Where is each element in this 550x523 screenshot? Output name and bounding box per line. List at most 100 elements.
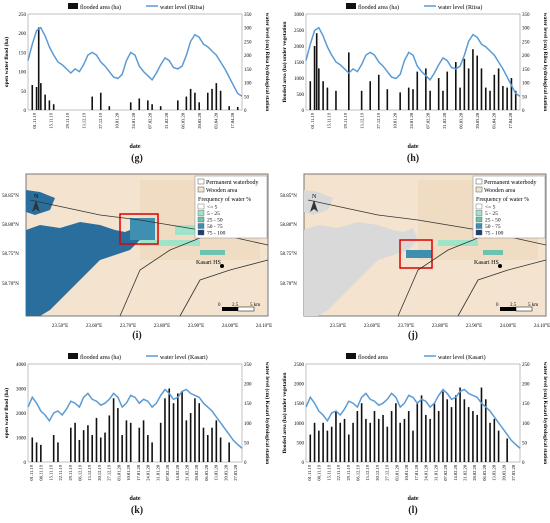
- lon-ticks: 23.50°E 23.60°E 23.70°E 23.80°E 23.90°E 24.00…: [52, 324, 272, 329]
- legend-swatch: [197, 178, 205, 185]
- scale-label: 0: [496, 303, 499, 308]
- panel-label-i: (i): [132, 330, 142, 341]
- lon-tick: 23.90°E: [188, 324, 204, 329]
- x-tick-label: 03.01.20: [116, 464, 121, 481]
- bar: [416, 403, 419, 462]
- bar: [510, 78, 513, 110]
- y2-tick-label: 200: [244, 383, 252, 388]
- flood-patch: [200, 250, 225, 255]
- scale-bar: [515, 306, 533, 312]
- lat-tick: 58.80°N: [2, 223, 19, 228]
- bar: [31, 85, 34, 110]
- bar: [74, 422, 76, 462]
- panel-label-g: (g): [131, 153, 143, 164]
- bar: [335, 90, 337, 110]
- bar: [112, 398, 115, 462]
- x-tick-label: 07.02.20: [425, 112, 430, 129]
- bar: [82, 430, 85, 462]
- x-tick-label: 29.11.19: [65, 112, 70, 128]
- legend-class-label: <= 5: [207, 205, 218, 211]
- bar: [121, 435, 123, 462]
- panel-label-h: (h): [406, 153, 420, 164]
- chart-panel-k: flooded area (ha) water level (Kasari) 0 10…: [0, 350, 272, 502]
- bar: [407, 87, 410, 110]
- bar: [403, 418, 406, 462]
- x-axis-label: date: [130, 144, 141, 150]
- scale-bar: [222, 307, 238, 311]
- x-tick-label: 03.01.20: [394, 464, 399, 481]
- legend-class-label: 5 - 25: [207, 211, 220, 217]
- y-tick-label: 0: [24, 109, 27, 114]
- bar: [360, 403, 363, 462]
- legend-class-label: 50 - 75: [207, 224, 223, 230]
- bar: [313, 422, 316, 462]
- bar: [318, 430, 320, 462]
- bar: [219, 90, 222, 110]
- bar: [322, 81, 324, 110]
- legend-wooden: Wooden area: [484, 188, 516, 194]
- x-tick-label: 01.11.19: [310, 112, 315, 128]
- bar: [343, 418, 346, 462]
- bar: [493, 418, 496, 462]
- lat-tick: 58.70°N: [280, 282, 297, 287]
- bar: [407, 411, 410, 462]
- legend-class-label: <= 5: [485, 205, 496, 211]
- legend-class-swatch: [475, 216, 483, 223]
- x-tick-label: 13.03.20: [214, 464, 219, 481]
- bar: [194, 398, 196, 462]
- x-tick-label: 22.11.19: [58, 464, 63, 480]
- bar: [57, 442, 59, 462]
- bar: [147, 100, 149, 110]
- station-label: Kasari HS: [196, 260, 221, 266]
- lon-tick: 23.60°E: [86, 324, 102, 329]
- station-label: Kasari HS: [474, 260, 499, 266]
- legend-bar-label: flooded area (ha): [80, 4, 121, 11]
- bar: [228, 106, 230, 110]
- bar: [211, 427, 213, 462]
- legend-class-swatch: [475, 210, 483, 216]
- bar: [369, 81, 371, 110]
- bar: [484, 399, 487, 462]
- map-j-svg: 58.85°N 58.80°N 58.75°N 58.70°N N Kasari…: [280, 173, 547, 317]
- y-tick-label: 500: [297, 93, 305, 98]
- bar: [151, 104, 153, 110]
- y-tick-label: 250: [19, 13, 27, 18]
- scale-label: 5 km: [528, 303, 538, 308]
- bar: [198, 403, 200, 462]
- scale-bar: [237, 306, 255, 312]
- bar: [497, 68, 500, 110]
- bar: [168, 388, 171, 462]
- lat-tick: 58.75°N: [2, 252, 19, 257]
- bar: [480, 68, 483, 110]
- legend-wooden: Wooden area: [206, 188, 238, 194]
- x-tick-label: 08.11.19: [317, 464, 322, 480]
- scale-label: 2,5: [510, 303, 517, 308]
- x-tick-label: 03.04.20: [491, 112, 496, 129]
- x-tick-label: 21.02.20: [463, 464, 468, 481]
- flood-patch: [438, 240, 478, 246]
- y-tick-label: 0: [302, 461, 305, 466]
- x-tick-label: 20.03.20: [197, 112, 202, 129]
- y-tick-label: 1000: [294, 422, 305, 427]
- bar: [108, 415, 111, 462]
- x-tick-label: 06.03.20: [204, 464, 209, 481]
- x-tick-label: 14.02.20: [175, 464, 180, 481]
- x-tick-label: 13.12.19: [365, 464, 370, 481]
- x-tick-label: 31.01.20: [433, 464, 438, 481]
- legend-permanent: Permanent waterbody: [206, 180, 258, 186]
- bar: [480, 387, 483, 462]
- legend-permanent: Permanent waterbody: [484, 180, 536, 186]
- bar: [352, 422, 354, 462]
- y-tick-label: 1000: [16, 437, 27, 442]
- y2-tick-label: 250: [522, 363, 530, 368]
- bar: [172, 403, 175, 462]
- x-tick-label: 01.11.19: [32, 112, 37, 128]
- legend-line-label: water level (Riisa): [160, 4, 204, 11]
- bar: [138, 427, 141, 462]
- lon-tick: 23.50°E: [330, 324, 346, 329]
- x-tick-label: 14.02.20: [453, 464, 458, 481]
- bar: [506, 438, 508, 462]
- bar: [467, 407, 470, 462]
- lon-axis-i: 23.50°E 23.60°E 23.70°E 23.80°E 23.90°E 24.00…: [52, 324, 272, 329]
- bar: [181, 390, 183, 462]
